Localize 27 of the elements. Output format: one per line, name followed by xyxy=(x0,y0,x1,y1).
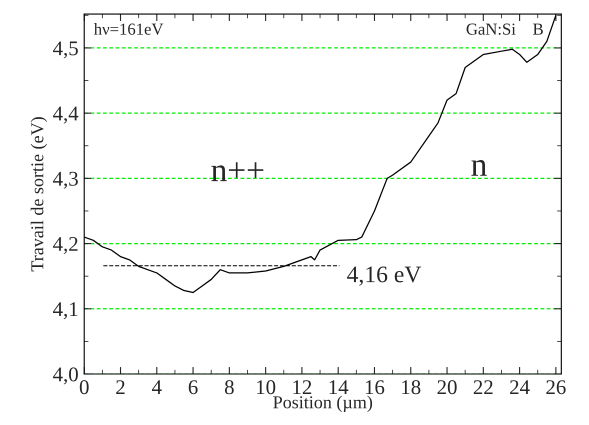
annotation: n++ xyxy=(211,162,264,182)
x-tick-label: 16 xyxy=(366,380,384,394)
x-tick-label: 4 xyxy=(152,380,162,394)
x-tick-label: 12 xyxy=(293,380,312,394)
y-tick-label: 4,1 xyxy=(53,302,78,320)
x-tick-label: 24 xyxy=(510,380,530,394)
y-tick-label: 4,2 xyxy=(53,237,78,254)
y-axis-title: Travail de sortie (eV) xyxy=(30,117,48,272)
x-tick-label: 18 xyxy=(402,380,420,394)
x-tick-label: 6 xyxy=(188,380,198,394)
x-tick-label: 26 xyxy=(546,380,566,394)
annotation: GaN:Si B xyxy=(466,24,543,35)
x-tick-label: 0 xyxy=(80,380,89,394)
x-tick-label: 2 xyxy=(116,380,125,394)
x-tick-label: 20 xyxy=(438,380,457,394)
x-axis-title: Position (µm) xyxy=(273,396,372,412)
y-tick-label: 4,0 xyxy=(53,367,78,384)
x-tick-label: 10 xyxy=(257,380,276,394)
ref-line-label: 4,16 eV xyxy=(347,266,422,286)
annotation: n xyxy=(471,160,487,176)
y-tick-label: 4,4 xyxy=(53,106,78,124)
x-tick-label: 8 xyxy=(224,380,234,394)
y-tick-label: 4,3 xyxy=(53,172,78,189)
x-tick-label: 14 xyxy=(330,380,348,394)
y-tick-label: 4,5 xyxy=(53,41,78,58)
annotation: hν=161eV xyxy=(94,23,164,35)
x-tick-label: 22 xyxy=(474,380,493,394)
